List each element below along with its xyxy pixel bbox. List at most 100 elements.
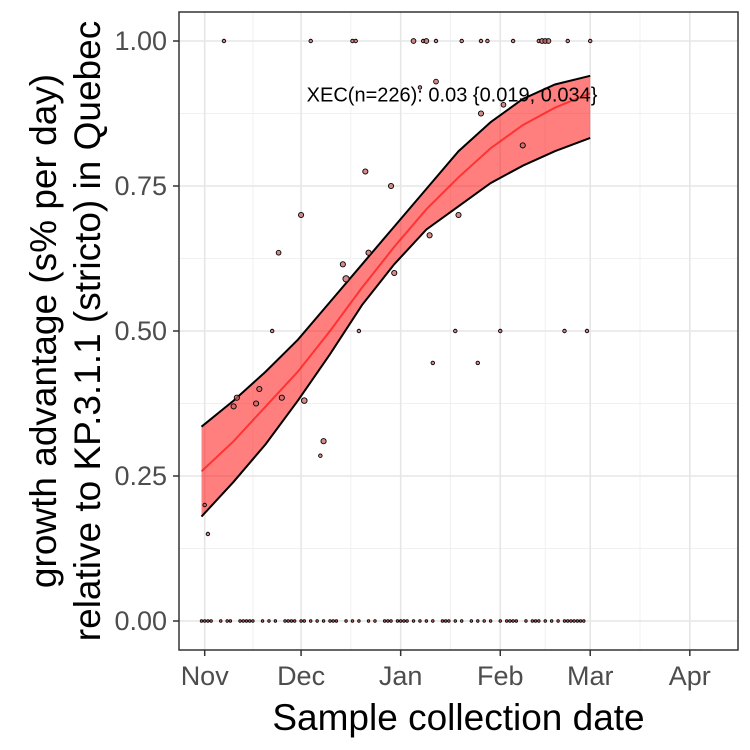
x-tick-label: Dec [277,661,325,691]
data-point [485,38,490,44]
data-point [366,619,371,623]
data-point [203,619,207,623]
data-point [286,619,290,623]
y-tick-label: 0.50 [114,316,167,346]
data-point [244,619,249,623]
data-point [582,619,586,623]
data-point [391,269,398,277]
data-point [273,619,278,623]
data-point [417,85,423,90]
y-tick-label: 0.25 [114,461,167,491]
data-point [433,78,439,85]
ribbon-upper-line [200,74,591,428]
data-point [455,211,462,219]
y-tick-label: 0.00 [114,606,167,636]
data-point [302,619,306,623]
data-point [530,619,535,623]
data-point [431,619,435,623]
data-point [566,619,570,623]
data-point [260,619,265,623]
data-point [202,502,207,508]
data-point [267,619,271,623]
data-point [498,619,502,623]
data-point [199,619,204,623]
data-point [206,619,210,623]
data-point [500,101,507,108]
data-point [269,328,275,334]
y-axis-title-line: growth advantage (s% per day) [23,74,64,588]
data-point [357,619,361,623]
data-point [382,619,387,623]
x-tick-label: Jan [379,661,423,691]
data-point [440,619,445,623]
data-point [498,328,503,334]
data-point [225,619,229,623]
data-point [519,142,526,149]
data-point [476,619,480,623]
data-point [339,261,346,268]
data-point [350,619,355,623]
data-point [426,232,433,239]
data-point [328,619,332,623]
data-point [230,403,237,410]
x-tick-label: Apr [669,661,711,691]
data-point [365,249,372,256]
data-point [205,531,211,537]
data-point [395,619,400,623]
data-point [228,619,233,623]
data-point [510,38,516,44]
data-point [309,619,313,623]
data-point [275,249,282,256]
data-point [238,619,242,623]
data-point [278,394,285,401]
y-tick-label: 0.75 [114,171,167,201]
y-axis-title-line: relative to KP.3.1.1 (stricto) in Quebec [67,21,108,641]
fitted-line [200,92,591,473]
data-point [247,619,252,623]
data-point [424,619,429,623]
grid-lines [179,12,738,650]
x-axis-title: Sample collection date [272,697,644,738]
data-point [256,385,263,393]
data-point [433,38,439,44]
data-point [572,619,576,623]
data-point [362,168,369,175]
data-point [411,619,416,623]
data-point [283,619,287,623]
data-point [459,38,464,44]
data-point [289,619,294,623]
data-point [543,619,547,623]
data-point [556,619,560,623]
data-point [460,619,464,623]
data-point [549,619,554,623]
data-point [253,400,260,407]
data-point [410,38,417,44]
data-point [578,619,583,623]
data-point [233,394,240,401]
data-point [389,619,393,623]
ribbon-lower-line [200,136,591,518]
data-point [219,619,223,623]
data-point [320,438,327,445]
data-point [453,328,458,334]
data-point [318,453,323,458]
data-point [315,619,319,623]
data-point [537,619,541,623]
data-point [488,619,493,623]
data-point [342,275,350,283]
data-point [344,619,348,623]
data-point [453,619,457,623]
data-point [430,360,435,366]
data-point [469,619,474,623]
data-point [562,328,567,334]
data-point [545,38,552,44]
data-point [298,211,305,219]
data-point [475,360,480,366]
data-point [299,619,303,623]
data-point [221,38,227,44]
data-point [334,619,339,623]
data-point [418,619,422,623]
data-point [386,619,390,623]
data-point [308,38,313,44]
